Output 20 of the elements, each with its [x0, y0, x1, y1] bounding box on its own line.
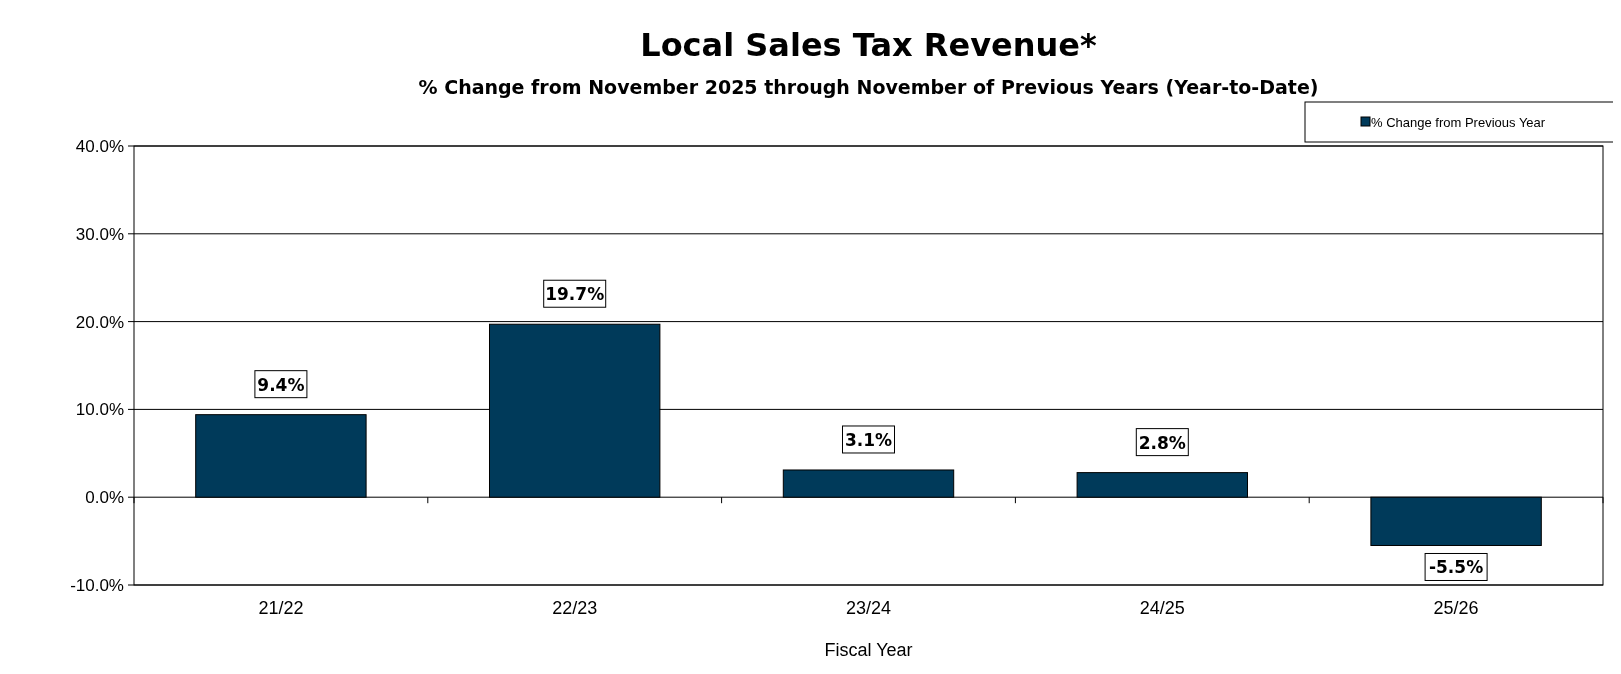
y-tick-label: 40.0% — [75, 137, 124, 156]
x-tick-label: 22/23 — [552, 598, 598, 618]
chart-title: Local Sales Tax Revenue* — [640, 26, 1098, 64]
y-tick-label: 30.0% — [75, 224, 124, 244]
x-axis-title: Fiscal Year — [824, 640, 913, 660]
y-tick-label: 20.0% — [75, 312, 124, 332]
y-tick-label: 10.0% — [75, 400, 124, 420]
x-tick-label: 25/26 — [1433, 598, 1479, 618]
x-tick-label: 24/25 — [1139, 598, 1185, 618]
chart-subtitle: % Change from November 2025 through November of Previous Years (Year-to-Date) — [418, 76, 1319, 98]
text: -5.5% — [1428, 557, 1484, 578]
x-tick-label: 21/22 — [258, 598, 304, 618]
y-tick-label: 0.0% — [85, 488, 124, 508]
text: 9.4% — [257, 374, 305, 395]
text: 19.7% — [545, 284, 605, 305]
x-tick-label: 23/24 — [845, 598, 892, 618]
legend-label: % Change from Previous Year — [1371, 115, 1546, 130]
text: 2.8% — [1138, 432, 1186, 453]
text: 3.1% — [844, 429, 893, 450]
y-tick-label: -10.0% — [70, 576, 124, 595]
